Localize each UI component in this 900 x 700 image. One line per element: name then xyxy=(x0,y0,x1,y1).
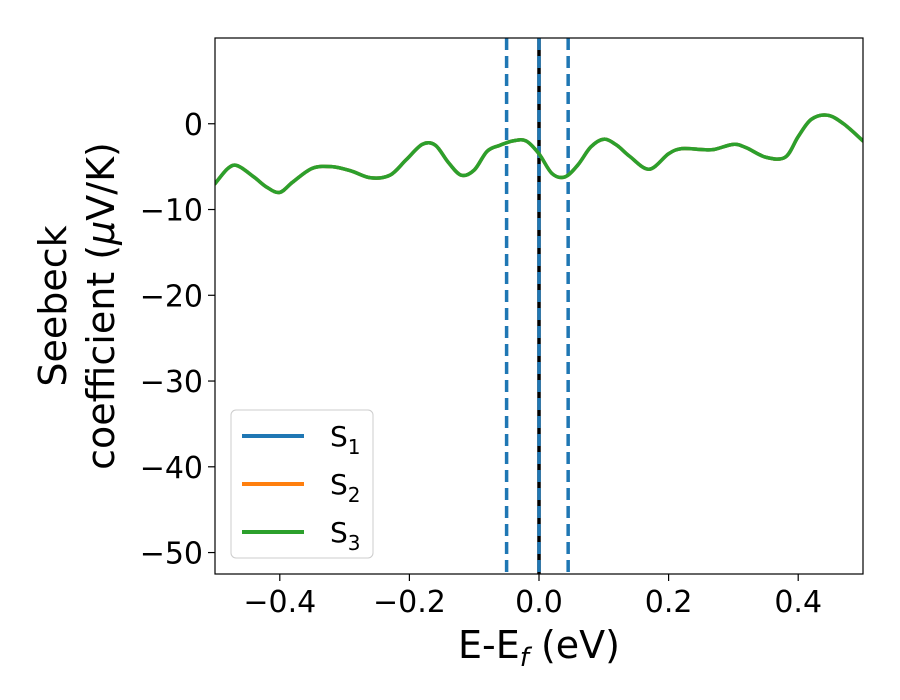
y-tick-label: −10 xyxy=(140,194,203,229)
series-line-s3 xyxy=(215,113,863,195)
y-tick-label: −30 xyxy=(140,365,203,400)
y-tick-label: −20 xyxy=(140,279,203,314)
x-tick-label: −0.2 xyxy=(373,585,446,620)
x-tick-label: 0.4 xyxy=(774,585,822,620)
x-axis-label: E-Ef (eV) xyxy=(458,623,620,673)
y-axis-label: Seebeck coefficient (μV/K) xyxy=(31,142,123,470)
legend-label-s2: S2 xyxy=(330,468,361,507)
x-tick-label: −0.4 xyxy=(243,585,316,620)
x-axis-ticks: −0.4 −0.2 0.0 0.2 0.4 xyxy=(243,574,822,620)
y-tick-label: −50 xyxy=(140,537,203,572)
y-tick-label: −40 xyxy=(140,451,203,486)
y-axis-ticks: 0 −10 −20 −30 −40 −50 xyxy=(140,108,215,572)
reference-lines xyxy=(504,38,570,574)
y-axis-label-line1: Seebeck xyxy=(31,225,75,386)
y-axis-label-line2: coefficient (μV/K) xyxy=(79,142,123,470)
y-tick-label: 0 xyxy=(184,108,203,143)
legend-label-s3: S3 xyxy=(330,516,361,555)
x-tick-label: 0.0 xyxy=(515,585,563,620)
x-tick-label: 0.2 xyxy=(645,585,693,620)
legend: S1 S2 S3 xyxy=(230,409,374,559)
data-series xyxy=(215,113,863,195)
legend-label-s1: S1 xyxy=(330,420,361,459)
